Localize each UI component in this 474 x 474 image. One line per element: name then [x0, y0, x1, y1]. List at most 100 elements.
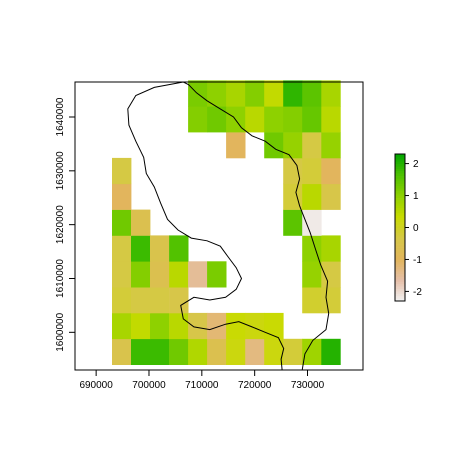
- legend-swatch: [395, 212, 405, 216]
- raster-cell: [188, 106, 208, 133]
- raster-cell: [207, 80, 227, 107]
- legend-swatch: [395, 298, 405, 302]
- raster-cell: [283, 157, 303, 185]
- legend-swatch: [395, 247, 405, 250]
- raster-cell: [207, 338, 227, 365]
- x-tick-label: 710000: [185, 380, 219, 391]
- raster-cell: [321, 183, 341, 210]
- legend-swatch: [395, 269, 405, 272]
- raster-cell: [321, 132, 341, 159]
- y-axis: 1600000 1610000 1620000 1630000 1640000: [55, 97, 76, 352]
- raster-cell: [112, 338, 132, 365]
- legend-swatch: [395, 200, 405, 204]
- legend-tick-label: 2: [413, 159, 419, 170]
- raster-cell: [321, 106, 341, 133]
- raster-cell: [302, 132, 322, 159]
- raster-cell: [188, 261, 208, 288]
- legend-swatch: [395, 256, 405, 260]
- legend-swatch: [395, 249, 405, 253]
- raster-cell: [207, 106, 227, 133]
- legend-swatch: [395, 244, 405, 248]
- raster-cell: [283, 132, 303, 159]
- raster-cell: [321, 261, 341, 288]
- legend-swatch: [395, 283, 405, 287]
- legend-swatch: [395, 176, 405, 179]
- legend-swatch: [395, 215, 405, 218]
- legend-swatch: [395, 237, 405, 241]
- raster-cell: [321, 235, 341, 262]
- legend-tick-label: 1: [413, 191, 419, 202]
- legend-swatch: [395, 195, 405, 199]
- legend-swatch: [395, 261, 405, 265]
- y-tick-label: 1630000: [55, 151, 66, 190]
- raster-cell: [169, 338, 189, 365]
- legend-swatch: [395, 198, 405, 201]
- legend-swatch: [395, 291, 405, 294]
- legend-swatch: [395, 180, 405, 184]
- legend-swatch: [395, 222, 405, 226]
- legend-swatch: [395, 185, 405, 189]
- legend-tick-label: -2: [413, 287, 422, 298]
- raster-cell: [245, 106, 265, 133]
- legend-swatch: [395, 254, 405, 258]
- raster-cell: [245, 312, 265, 340]
- raster-cell: [131, 209, 151, 236]
- x-tick-label: 700000: [132, 380, 166, 391]
- legend-swatch: [395, 161, 405, 165]
- legend-swatch: [395, 166, 405, 169]
- raster-cell: [245, 80, 265, 107]
- raster-cell: [150, 287, 170, 314]
- raster-cell: [112, 287, 132, 314]
- raster-cell: [112, 157, 132, 185]
- raster-cell: [207, 312, 227, 340]
- raster-cell: [264, 106, 284, 133]
- legend-tick-label: -1: [413, 255, 422, 266]
- y-tick-label: 1640000: [55, 97, 66, 136]
- raster-cell: [264, 132, 284, 159]
- raster-cell: [188, 312, 208, 340]
- raster-cell: [150, 261, 170, 288]
- raster-cell: [150, 235, 170, 262]
- raster-cell: [302, 261, 322, 288]
- legend-swatch: [395, 193, 405, 196]
- legend-swatch: [395, 259, 405, 263]
- legend-swatch: [395, 156, 405, 160]
- legend-swatch: [395, 276, 405, 280]
- legend-swatch: [395, 252, 405, 255]
- x-tick-label: 730000: [291, 380, 325, 391]
- raster-cell: [169, 261, 189, 288]
- raster-cell: [112, 312, 132, 340]
- raster-cell: [283, 209, 303, 236]
- raster-cell: [112, 235, 132, 262]
- legend-swatch: [395, 264, 405, 267]
- legend-swatch: [395, 190, 405, 194]
- legend-swatch: [395, 227, 405, 231]
- raster-cell: [302, 106, 322, 133]
- y-tick-label: 1610000: [55, 259, 66, 298]
- raster-cell: [131, 235, 151, 262]
- x-axis: 690000 700000 710000 720000 730000: [79, 369, 325, 391]
- raster-cell: [112, 209, 132, 236]
- legend-swatch: [395, 207, 405, 211]
- legend-swatch: [395, 217, 405, 221]
- raster-cell: [321, 157, 341, 185]
- legend-swatch: [395, 278, 405, 282]
- legend-swatch: [395, 205, 405, 209]
- raster-cell: [207, 261, 227, 288]
- legend-swatch: [395, 188, 405, 192]
- raster-cell: [302, 183, 322, 210]
- raster-cell: [131, 312, 151, 340]
- legend-swatch: [395, 271, 405, 275]
- raster-cell: [169, 287, 189, 314]
- legend-swatch: [395, 239, 405, 243]
- raster-cell: [283, 183, 303, 210]
- raster-cell: [169, 235, 189, 262]
- raster-cell: [321, 338, 341, 365]
- raster-cell: [264, 80, 284, 107]
- raster-cell: [226, 80, 246, 107]
- legend-swatch: [395, 173, 405, 177]
- x-tick-label: 720000: [238, 380, 272, 391]
- legend-swatch: [395, 288, 405, 292]
- raster-cell: [131, 338, 151, 365]
